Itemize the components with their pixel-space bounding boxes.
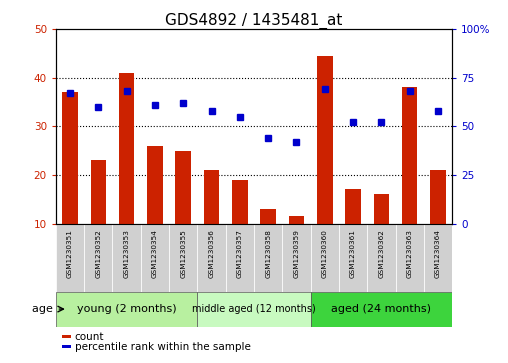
Bar <box>112 224 141 291</box>
Bar <box>310 291 452 327</box>
Text: percentile rank within the sample: percentile rank within the sample <box>75 342 250 352</box>
Bar <box>62 92 78 224</box>
Bar <box>289 216 304 224</box>
Text: GSM1230357: GSM1230357 <box>237 229 243 278</box>
Bar <box>198 291 310 327</box>
Text: middle aged (12 months): middle aged (12 months) <box>192 304 316 314</box>
Bar <box>56 291 198 327</box>
Bar <box>396 224 424 291</box>
Bar <box>147 146 163 224</box>
Text: aged (24 months): aged (24 months) <box>331 304 431 314</box>
Bar <box>430 170 446 224</box>
Text: GSM1230361: GSM1230361 <box>350 229 356 278</box>
Bar <box>226 224 254 291</box>
Bar <box>119 73 135 224</box>
Bar <box>169 224 198 291</box>
Bar <box>254 224 282 291</box>
Text: GSM1230351: GSM1230351 <box>67 229 73 278</box>
Bar <box>424 224 452 291</box>
Bar <box>204 170 219 224</box>
Bar <box>232 180 247 224</box>
Title: GDS4892 / 1435481_at: GDS4892 / 1435481_at <box>165 13 343 29</box>
Bar <box>373 194 389 224</box>
Bar <box>175 151 191 224</box>
Text: GSM1230364: GSM1230364 <box>435 229 441 278</box>
Text: GSM1230352: GSM1230352 <box>96 229 101 278</box>
Bar <box>345 189 361 224</box>
Bar <box>402 87 418 224</box>
Bar <box>367 224 396 291</box>
Text: GSM1230353: GSM1230353 <box>123 229 130 278</box>
Bar <box>317 56 333 224</box>
Bar <box>339 224 367 291</box>
Text: GSM1230354: GSM1230354 <box>152 229 158 278</box>
Bar <box>62 345 71 348</box>
Text: GSM1230358: GSM1230358 <box>265 229 271 278</box>
Text: GSM1230360: GSM1230360 <box>322 229 328 278</box>
Bar <box>56 224 84 291</box>
Bar <box>90 160 106 224</box>
Bar <box>198 224 226 291</box>
Bar <box>282 224 310 291</box>
Text: GSM1230363: GSM1230363 <box>407 229 412 278</box>
Bar <box>310 224 339 291</box>
Text: GSM1230359: GSM1230359 <box>294 229 299 278</box>
Text: GSM1230362: GSM1230362 <box>378 229 385 278</box>
Bar <box>62 335 71 338</box>
Text: count: count <box>75 332 104 342</box>
Bar <box>141 224 169 291</box>
Text: GSM1230355: GSM1230355 <box>180 229 186 278</box>
Bar <box>84 224 112 291</box>
Bar <box>261 209 276 224</box>
Text: age: age <box>31 304 56 314</box>
Text: GSM1230356: GSM1230356 <box>209 229 214 278</box>
Text: young (2 months): young (2 months) <box>77 304 176 314</box>
